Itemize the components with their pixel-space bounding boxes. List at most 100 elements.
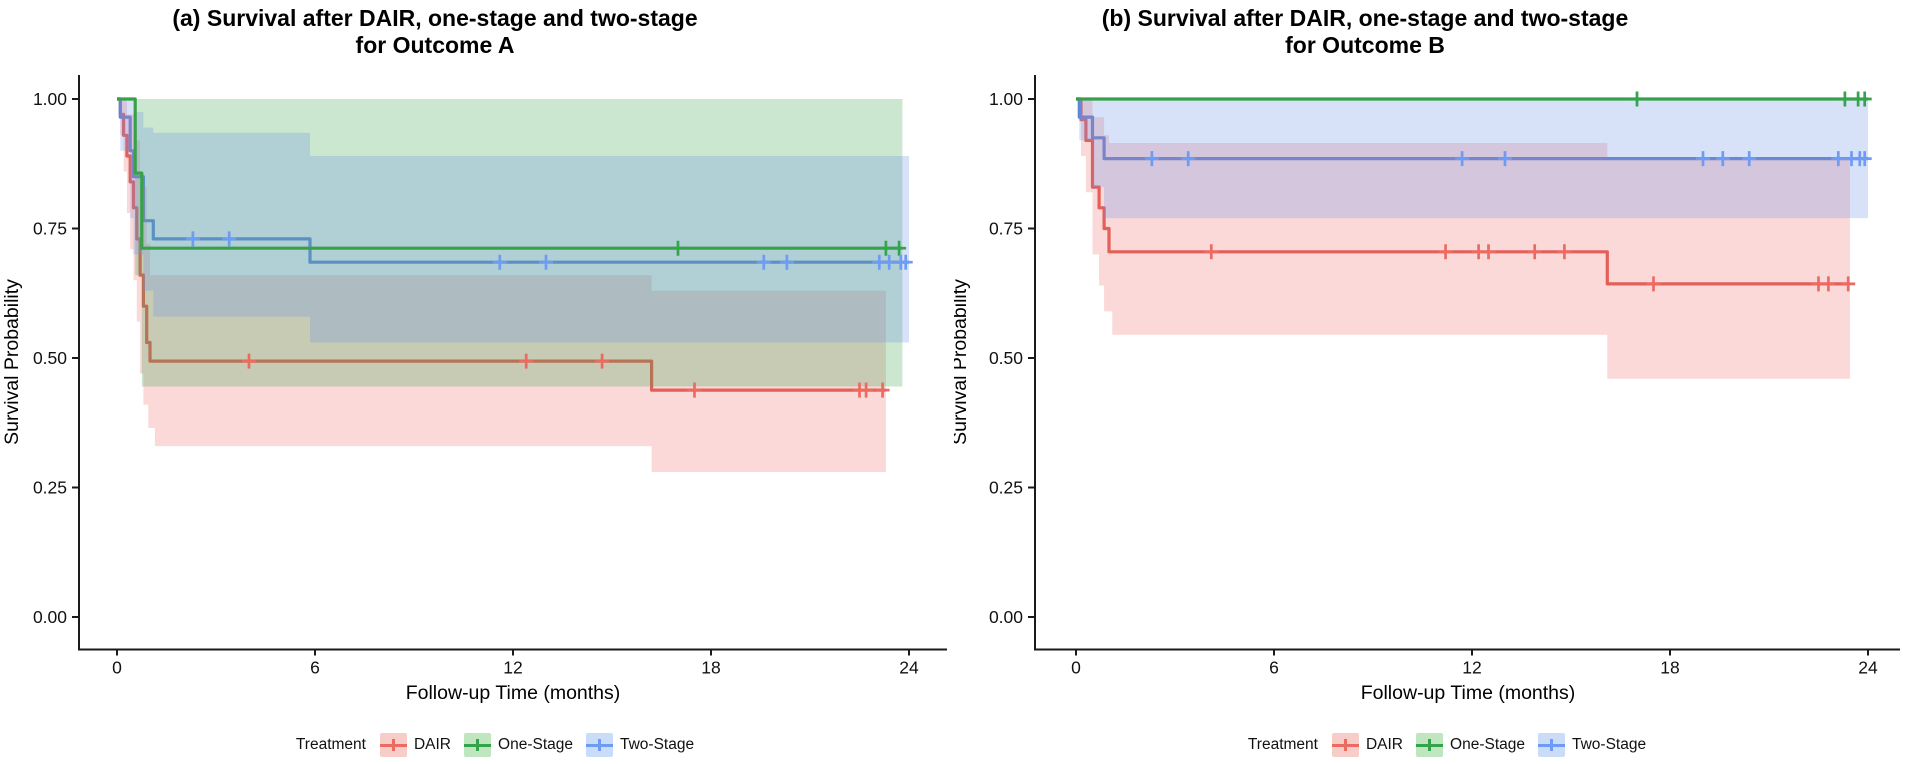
censor-mark-two-stage: [222, 231, 237, 247]
y-tick-label: 0.25: [33, 478, 67, 498]
censor-mark-two-stage: [779, 254, 794, 270]
legend-item-one-stage: One-Stage: [464, 733, 573, 757]
censor-mark-dair: [1527, 244, 1542, 260]
censor-mark-dair: [1646, 276, 1661, 292]
survival-line-one-stage: [117, 97, 903, 250]
y-tick-label: 0.00: [33, 607, 67, 627]
legend-label: DAIR: [413, 736, 452, 753]
censor-mark-two-stage: [1831, 151, 1846, 167]
legend-item-dair: DAIR: [1331, 733, 1404, 757]
panel-b-title: (b) Survival after DAIR, one-stage and t…: [930, 5, 1800, 59]
censor-marks: [1144, 91, 1872, 292]
panel-a-title-line2: for Outcome A: [355, 32, 515, 58]
censor-mark-dair: [1438, 244, 1453, 260]
survival-lines-under: [1076, 97, 1868, 286]
y-tick-label: 0.50: [33, 348, 67, 368]
confidence-ribbons: [117, 99, 909, 472]
censor-mark-two-stage: [1498, 151, 1512, 167]
censor-mark-dair: [519, 353, 534, 369]
axes: 0 6 12 18 24 1.00 0.75 0.50 0.25 0.00: [33, 75, 947, 678]
survival-line-two-stage: [1076, 97, 1868, 161]
censor-mark-dair: [1204, 244, 1219, 260]
censor-mark-dair: [595, 353, 610, 369]
censor-mark-one-stage: [892, 240, 907, 256]
x-tick-label: 18: [1660, 658, 1679, 678]
censor-mark-dair: [875, 382, 890, 398]
legend-key-icon: [585, 733, 613, 757]
legend-item-two-stage: Two-Stage: [1537, 733, 1646, 757]
confidence-ribbon-two-stage: [117, 99, 909, 343]
x-tick-label: 12: [503, 658, 522, 678]
y-tick-label: 0.00: [989, 607, 1023, 627]
censor-mark-one-stage: [1857, 91, 1872, 107]
confidence-ribbon-dair: [117, 99, 886, 472]
censor-mark-two-stage: [1455, 151, 1470, 167]
censor-mark-two-stage: [185, 231, 200, 247]
confidence-ribbon-two-stage: [1076, 99, 1868, 219]
y-tick-label: 1.00: [33, 89, 67, 109]
x-tick-label: 24: [1858, 658, 1878, 678]
censor-mark-one-stage: [878, 240, 893, 256]
panel-b-title-line1: (b) Survival after DAIR, one-stage and t…: [1101, 5, 1629, 31]
survival-line-dair: [117, 97, 886, 392]
x-tick-label: 6: [1269, 658, 1279, 678]
censor-mark-one-stage: [1630, 91, 1644, 107]
x-tick-label: 6: [310, 658, 320, 678]
censor-mark-two-stage: [539, 254, 553, 270]
censor-mark-dair: [1841, 276, 1856, 292]
censor-mark-dair: [859, 382, 874, 398]
censor-mark-dair: [1481, 244, 1496, 260]
survival-lines-under: [117, 97, 909, 392]
survival-line-two-stage: [117, 97, 909, 264]
legend-label: One-Stage: [1450, 736, 1525, 753]
censor-mark-one-stage: [1837, 91, 1852, 107]
legend-item-dair: DAIR: [379, 733, 452, 757]
y-tick-label: 0.25: [989, 478, 1023, 498]
censor-mark-two-stage: [1144, 151, 1159, 167]
legend-title: Treatment: [295, 736, 366, 753]
legend-item-one-stage: One-Stage: [1416, 733, 1525, 757]
legend-label: DAIR: [1365, 736, 1404, 753]
censor-mark-two-stage: [898, 254, 913, 270]
panel-b-title-line2: for Outcome B: [1285, 32, 1445, 58]
legend-label: One-Stage: [498, 736, 573, 753]
legend-key-icon: [1537, 733, 1565, 757]
axes: 0 6 12 18 24 1.00 0.75 0.50 0.25 0.00: [989, 75, 1900, 678]
panel-a-title-line1: (a) Survival after DAIR, one-stage and t…: [172, 5, 698, 31]
censor-marks: [185, 231, 913, 398]
legend-key-icon: [1416, 733, 1444, 757]
x-tick-label: 18: [701, 658, 720, 678]
y-tick-label: 0.75: [989, 219, 1023, 239]
censor-mark-dair: [1557, 244, 1572, 260]
x-tick-label: 0: [1071, 658, 1081, 678]
censor-mark-two-stage: [1742, 151, 1757, 167]
censor-mark-one-stage: [671, 240, 685, 256]
legend-key-icon: [1331, 733, 1359, 757]
censor-mark-two-stage: [1715, 151, 1730, 167]
censor-mark-two-stage: [1696, 151, 1710, 167]
panel-a-plot: 0 6 12 18 24 1.00 0.75 0.50 0.25 0.00 Follow-up T…: [1, 75, 947, 704]
x-tick-label: 24: [899, 658, 919, 678]
panel-b-legend: Treatment DAIR One-Stage Two-Stage: [1012, 729, 1882, 761]
panel-a-x-axis-title: Follow-up Time (months): [406, 682, 621, 704]
censor-mark-dair: [1821, 276, 1836, 292]
censor-mark-dair: [687, 382, 702, 398]
panel-a-legend: Treatment DAIR One-Stage Two-Stage: [60, 729, 930, 761]
x-tick-label: 0: [112, 658, 122, 678]
censor-mark-two-stage: [1857, 151, 1872, 167]
censor-mark-two-stage: [1181, 151, 1196, 167]
legend-label: Two-Stage: [619, 736, 695, 753]
confidence-ribbon-one-stage: [117, 99, 903, 387]
panel-b-y-axis-title: Survival Probability: [954, 279, 971, 445]
legend-title: Treatment: [1247, 736, 1318, 753]
legend-key-icon: [379, 733, 407, 757]
y-tick-label: 1.00: [989, 89, 1023, 109]
censor-mark-two-stage: [492, 254, 507, 270]
legend-key-icon: [464, 733, 492, 757]
confidence-ribbon-dair: [1076, 99, 1850, 379]
survival-lines-over: [117, 97, 903, 250]
panel-b-plot: 0 6 12 18 24 1.00 0.75 0.50 0.25 0.00 Follow-up T…: [954, 75, 1900, 704]
confidence-ribbons: [1076, 99, 1868, 379]
panel-a-y-axis-title: Survival Probability: [1, 279, 23, 445]
